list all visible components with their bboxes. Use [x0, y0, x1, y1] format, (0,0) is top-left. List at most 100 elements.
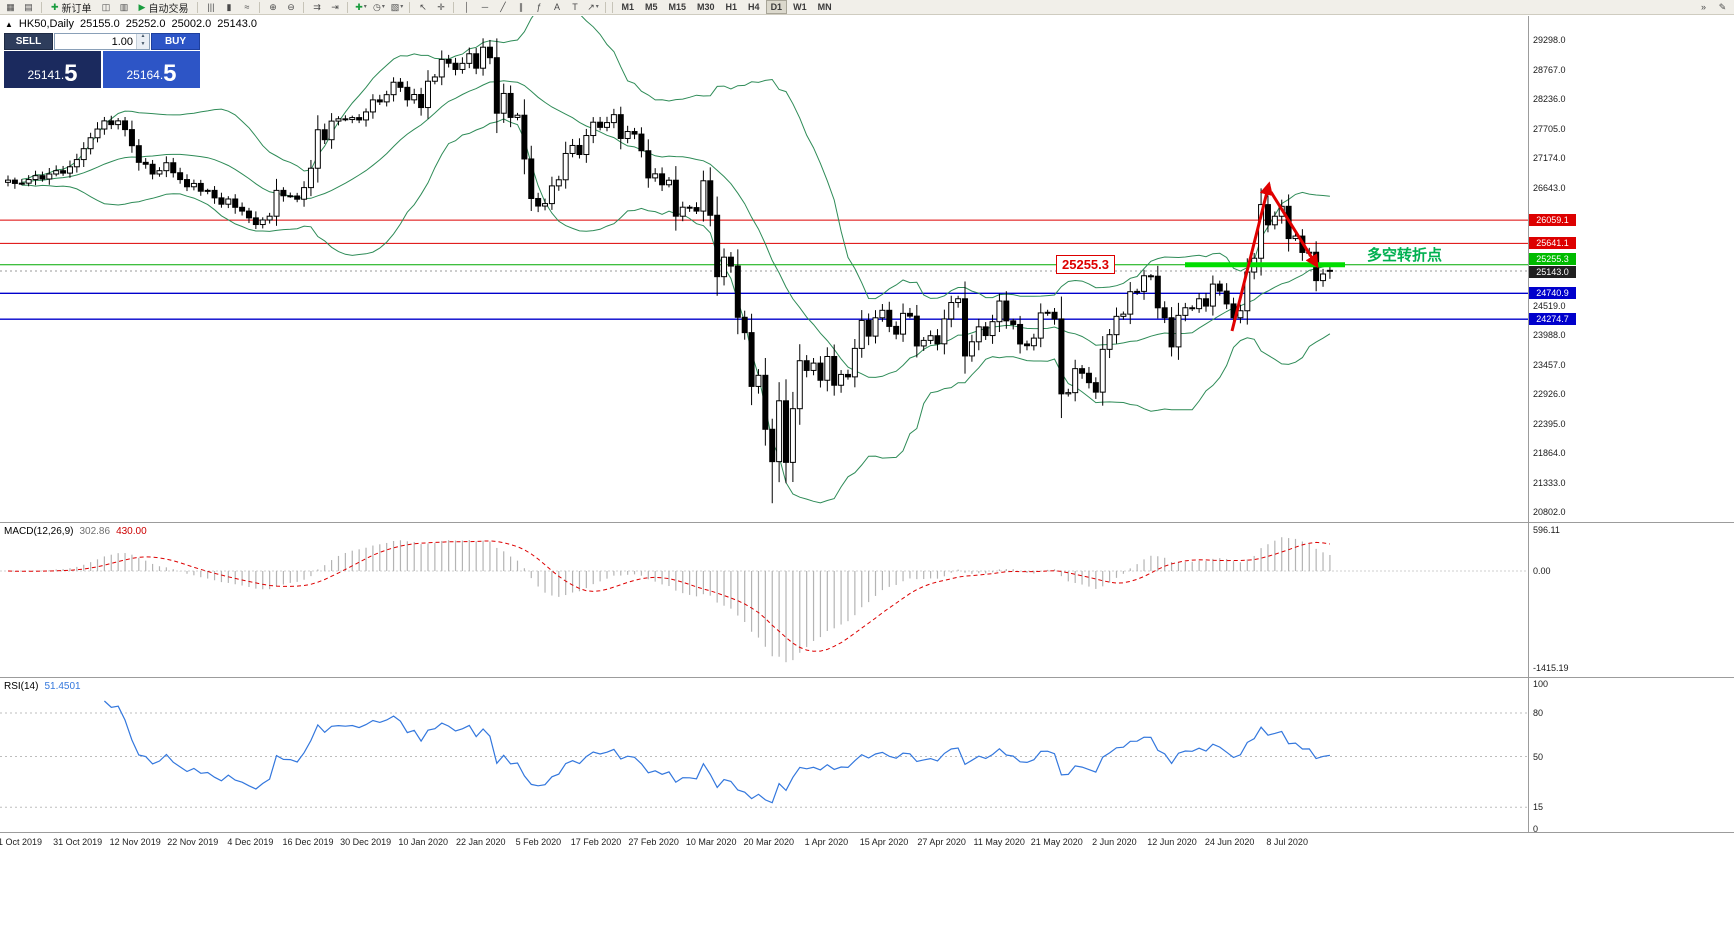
zoom-in-icon[interactable]: ⊕ [264, 1, 281, 13]
chart-profiles-icon[interactable]: ▤ [20, 1, 37, 13]
vertical-line-icon: │ [464, 2, 470, 12]
timeframe-button-m30[interactable]: M30 [697, 2, 715, 12]
timeframe-button-m5[interactable]: M5 [644, 2, 658, 12]
price-axis-label: 22395.0 [1533, 418, 1566, 429]
pane-separator[interactable] [0, 522, 1734, 523]
zoom-in-icon: ⊕ [269, 2, 277, 12]
buy-price-big: 5 [163, 60, 177, 87]
buy-price-small: 25164. [126, 68, 164, 82]
sell-price-big: 5 [64, 60, 78, 87]
volume-up-icon[interactable]: ▲ [137, 34, 149, 42]
trendline-icon: ╱ [500, 2, 506, 12]
autotrading-button[interactable]: ▶ 自动交易 [134, 1, 194, 15]
toolbar-separator [605, 1, 607, 13]
time-axis-label: 17 Feb 2020 [570, 837, 622, 847]
indicators-icon[interactable]: ✚ ▾ [352, 1, 369, 13]
price-callout-box[interactable]: 25255.3 [1056, 255, 1115, 274]
time-axis-label: 22 Nov 2019 [167, 837, 219, 847]
line-chart-icon[interactable]: ≈ [238, 1, 255, 13]
zoom-out-icon: ⊖ [287, 2, 295, 12]
price-axis-label: 27174.0 [1533, 153, 1566, 164]
tile-windows-icon: ▥ [119, 2, 129, 12]
volume-down-icon[interactable]: ▼ [137, 41, 149, 49]
buy-button[interactable]: BUY [151, 33, 200, 50]
new-order-button[interactable]: ✚ 新订单 [46, 1, 97, 15]
chart-info-line: ▲ HK50,Daily 25155.0 25252.0 25002.0 251… [5, 18, 257, 30]
bars-chart-icon[interactable]: ||| [202, 1, 219, 13]
templates-icon[interactable]: ▧ ▾ [388, 1, 405, 13]
text-label-icon[interactable]: T [566, 1, 583, 13]
macd-indicator-canvas[interactable] [0, 523, 1528, 677]
price-axis-marker: 24274.7 [1529, 313, 1576, 326]
volume-box: ▲ ▼ [54, 33, 150, 50]
new-chart-icon[interactable]: ▦ [2, 1, 19, 13]
autotrading-button-label: 自动交易 [148, 3, 189, 15]
timeframe-button-h1[interactable]: H1 [725, 2, 738, 12]
toolbar-separator [41, 1, 42, 13]
one-click-toggle-icon[interactable]: ▲ [5, 19, 13, 29]
time-axis-label: 10 Mar 2020 [685, 837, 737, 847]
price-axis-marker: 24740.9 [1529, 287, 1576, 300]
time-axis-label: 1 Apr 2020 [804, 837, 849, 847]
vertical-line-icon[interactable]: │ [458, 1, 475, 13]
trendline-icon[interactable]: ╱ [494, 1, 511, 13]
timeframe-button-d1[interactable]: D1 [765, 0, 788, 14]
macd-name: MACD(12,26,9) [4, 526, 74, 537]
channel-icon[interactable]: ∥ [512, 1, 529, 13]
horizontal-line-icon[interactable]: ─ [476, 1, 493, 13]
toolbar-customize-icon[interactable]: ✎ [1718, 2, 1727, 12]
zoom-out-icon[interactable]: ⊖ [282, 1, 299, 13]
volume-spinner: ▲ ▼ [136, 34, 149, 49]
crosshair-icon[interactable]: ✛ [432, 1, 449, 13]
line-chart-icon: ≈ [244, 2, 250, 12]
pane-separator[interactable] [0, 677, 1734, 678]
candles-chart-icon[interactable]: ▮ [220, 1, 237, 13]
time-axis-label: 20 Mar 2020 [743, 837, 795, 847]
turning-point-note[interactable]: 多空转折点 [1367, 247, 1443, 264]
chevron-down-icon: ▾ [381, 4, 385, 10]
timeframe-button-m1[interactable]: M1 [621, 2, 634, 12]
price-axis-label: 20802.0 [1533, 507, 1566, 517]
toolbar-separator [409, 1, 411, 13]
macd-axis-label: 0.00 [1533, 566, 1551, 576]
time-axis-label: 16 Dec 2019 [282, 837, 334, 847]
sell-price[interactable]: 25141. 5 [4, 51, 101, 88]
arrow-down-annotation[interactable] [1269, 191, 1319, 269]
price-axis-marker: 25143.0 [1529, 265, 1576, 278]
sell-price-small: 25141. [27, 68, 65, 82]
open-chart-window-icon[interactable]: ◫ [98, 1, 115, 13]
chart-shift-icon: ⇥ [331, 2, 339, 12]
arrow-up-annotation[interactable] [1230, 181, 1273, 332]
cursor-icon[interactable]: ↖ [414, 1, 431, 13]
rsi-value: 51.4501 [44, 681, 81, 692]
price-chart-canvas[interactable] [0, 16, 1528, 522]
rsi-axis-label: 80 [1533, 708, 1544, 718]
text-icon[interactable]: A [548, 1, 565, 13]
time-axis-label: 27 Feb 2020 [628, 837, 679, 847]
open-chart-window-icon: ◫ [101, 2, 111, 12]
candlestick-series [5, 38, 1333, 504]
tile-windows-icon[interactable]: ▥ [116, 1, 133, 13]
toolbar-separator [347, 1, 349, 13]
chart-shift-icon[interactable]: ⇥ [326, 1, 343, 13]
arrows-icon[interactable]: ↗ ▾ [584, 1, 601, 13]
toolbar-overflow-icon[interactable]: » [1700, 2, 1706, 12]
auto-scroll-icon[interactable]: ⇉ [308, 1, 325, 13]
periods-icon[interactable]: ◷ ▾ [370, 1, 387, 13]
fibonacci-icon[interactable]: ƒ [530, 1, 547, 13]
templates-icon: ▧ [390, 2, 400, 12]
time-axis-label: 12 Nov 2019 [109, 837, 161, 847]
sell-button[interactable]: SELL [4, 33, 53, 50]
timeframe-button-mn[interactable]: MN [817, 2, 832, 12]
price-axis-marker: 25641.1 [1529, 237, 1576, 250]
timeframe-button-w1[interactable]: W1 [793, 2, 807, 12]
price-axis-label: 21333.0 [1533, 477, 1566, 488]
time-axis-label: 12 Jun 2020 [1147, 837, 1197, 847]
buy-price[interactable]: 25164. 5 [103, 51, 200, 88]
rsi-indicator-canvas[interactable] [0, 678, 1528, 832]
price-axis-label: 23457.0 [1533, 359, 1566, 370]
timeframe-button-m15[interactable]: M15 [668, 2, 687, 12]
volume-input[interactable] [55, 34, 136, 49]
timeframe-button-h4[interactable]: H4 [748, 2, 760, 12]
